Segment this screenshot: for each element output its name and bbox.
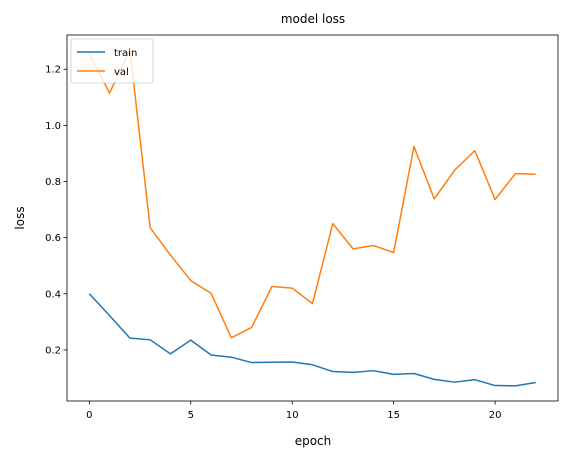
legend-label-val: val <box>114 67 129 78</box>
axes-frame <box>66 34 559 402</box>
x-tick-label: 10 <box>286 410 299 421</box>
chart-title: model loss <box>281 12 345 26</box>
plot-area <box>88 48 536 387</box>
y-axis-label: loss <box>13 206 27 229</box>
y-tick-label: 0.2 <box>45 345 61 356</box>
x-tick-label: 5 <box>188 410 194 421</box>
x-axis-ticks: 0 5 10 15 20 <box>86 401 501 421</box>
x-tick-label: 15 <box>387 410 400 421</box>
x-tick-label: 0 <box>86 410 92 421</box>
series-line-val <box>88 48 536 339</box>
y-tick-label: 1.2 <box>45 65 61 76</box>
x-axis-label: epoch <box>295 434 332 448</box>
y-tick-label: 0.4 <box>45 289 61 300</box>
x-tick-label: 20 <box>489 410 502 421</box>
series-line-train <box>88 293 536 387</box>
y-tick-label: 0.6 <box>45 233 61 244</box>
legend-box <box>70 38 154 84</box>
y-tick-label: 0.8 <box>45 177 61 188</box>
legend-label-train: train <box>114 48 137 59</box>
legend: train val <box>70 38 154 84</box>
y-axis-ticks: 0.2 0.4 0.6 0.8 1.0 1.2 <box>45 65 67 356</box>
y-tick-label: 1.0 <box>45 121 61 132</box>
